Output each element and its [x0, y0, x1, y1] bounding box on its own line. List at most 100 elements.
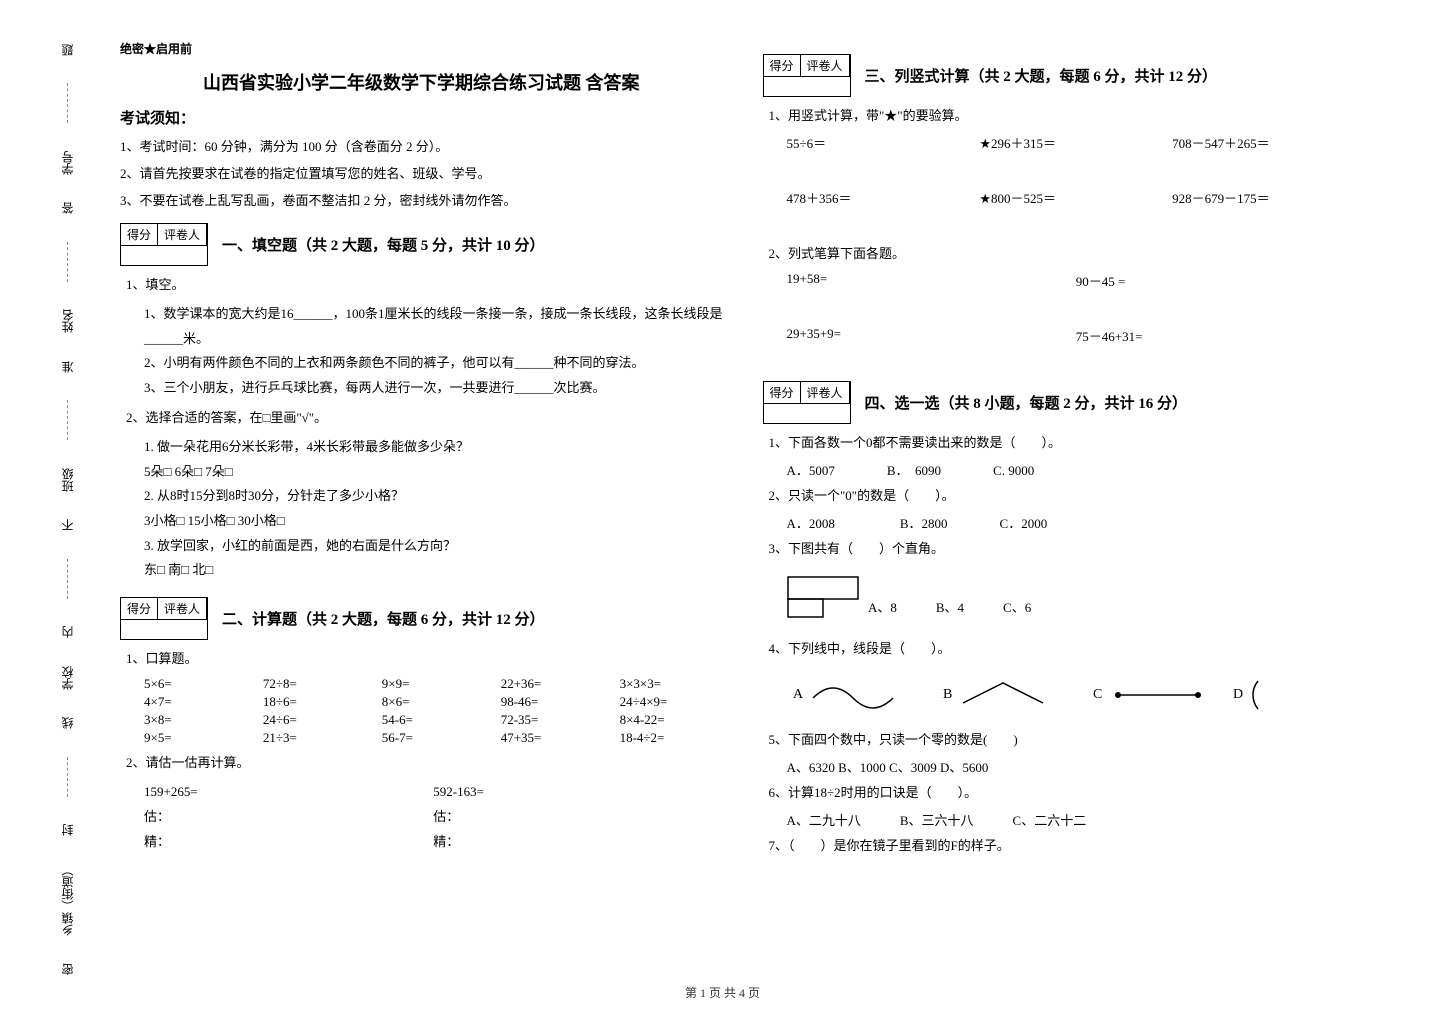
dash — [67, 559, 68, 599]
calc-cell: 708－547＋265＝ — [1172, 133, 1365, 152]
reviewer-blank — [158, 246, 207, 265]
s2-q2-row: 159+265= 592-163= — [144, 780, 723, 805]
svg-text:C: C — [1093, 687, 1102, 702]
s2-q1: 1、口算题。 — [126, 648, 723, 670]
s4-q4: 4、下列线中，线段是（ ）。 — [769, 638, 1366, 660]
score-box: 得分 评卷人 — [763, 381, 851, 424]
s4-q3-opt: A、8 B、4 C、6 — [868, 600, 1032, 615]
s4-q6: 6、计算18÷2时用的口诀是（ ）。 — [769, 782, 1366, 804]
page-container: 绝密★启用前 山西省实验小学二年级数学下学期综合练习试题 含答案 考试须知： 1… — [0, 0, 1445, 1019]
bind-item: 班级 — [59, 468, 76, 492]
calc-cell: ★296＋315＝ — [979, 133, 1172, 152]
calc-cell: 90－45 = — [1076, 271, 1365, 290]
bind-item: 内 — [59, 626, 76, 638]
svg-text:D: D — [1233, 687, 1243, 702]
calc-cell: 75－46+31= — [1076, 326, 1365, 345]
s3-row2: 478＋356＝ ★800－525＝ 928－679－175＝ — [787, 188, 1366, 207]
s4-q6-opt: A、二九十八 B、三六十八 C、二六十二 — [787, 810, 1366, 829]
s1-q2-1: 1. 做一朵花用6分米长彩带，4米长彩带最多能做多少朵？ — [144, 435, 723, 460]
reviewer-label: 评卷人 — [158, 224, 207, 246]
score-label: 得分 — [121, 224, 158, 246]
calc-cell: 8×4-22= — [620, 712, 723, 728]
bind-item: 姓名 — [59, 309, 76, 333]
s3-q2: 2、列式笔算下面各题。 — [769, 243, 1366, 265]
section2-title: 二、计算题（共 2 大题，每题 6 分，共计 12 分） — [222, 608, 545, 629]
s3-row3: 19+58= 90－45 = — [787, 271, 1366, 290]
main-title: 山西省实验小学二年级数学下学期综合练习试题 含答案 — [120, 69, 723, 95]
dash — [67, 400, 68, 440]
svg-text:A: A — [793, 687, 804, 702]
dash — [67, 242, 68, 282]
score-blank — [121, 246, 158, 265]
s1-q1-2: 2、小明有两件颜色不同的上衣和两条颜色不同的裤子，他可以有______种不同的穿… — [144, 351, 723, 376]
reviewer-label: 评卷人 — [801, 55, 850, 77]
calc-cell: 3×8= — [144, 712, 247, 728]
right-angle-shape-icon: A、8 B、4 C、6 — [783, 572, 1043, 622]
s2-q2-a: 159+265= — [144, 780, 433, 805]
bind-item: 准 — [59, 361, 76, 373]
calc-cell: 4×7= — [144, 694, 247, 710]
calc-cell: 29+35+9= — [787, 326, 1076, 345]
s4-q3: 3、下图共有（ ）个直角。 — [769, 538, 1366, 560]
reviewer-blank — [158, 620, 207, 639]
s4-q2-opt: A．2008 B．2800 C．2000 — [787, 513, 1366, 532]
calc-cell: 98-46= — [501, 694, 604, 710]
left-column: 绝密★启用前 山西省实验小学二年级数学下学期综合练习试题 含答案 考试须知： 1… — [100, 40, 743, 989]
line-options-icon: A B C D — [783, 673, 1343, 713]
calc-cell: 72-35= — [501, 712, 604, 728]
score-box: 得分 评卷人 — [120, 223, 208, 266]
score-box: 得分 评卷人 — [763, 54, 851, 97]
est-label: 估： — [144, 805, 433, 830]
score-blank — [121, 620, 158, 639]
calc-cell: 55÷6＝ — [787, 133, 980, 152]
calc-cell: 928－679－175＝ — [1172, 188, 1365, 207]
s4-q1: 1、下面各数一个0都不需要读出来的数是（ ）。 — [769, 432, 1366, 454]
bind-item: 乡镇（街道） — [59, 864, 76, 936]
calc-cell: 22+36= — [501, 676, 604, 692]
notice-title: 考试须知： — [120, 107, 723, 128]
score-blank — [764, 404, 801, 423]
calc-cell: 9×9= — [382, 676, 485, 692]
est-label: 估： — [433, 805, 722, 830]
dash — [67, 83, 68, 123]
calc-cell: 18-4÷2= — [620, 730, 723, 746]
bind-item: 学校 — [59, 666, 76, 690]
calc-cell: 9×5= — [144, 730, 247, 746]
s4-q5-opt: A、6320 B、1000 C、3009 D、5600 — [787, 757, 1366, 776]
calc-cell: ★800－525＝ — [979, 188, 1172, 207]
pre-label: 精： — [433, 830, 722, 855]
score-label: 得分 — [764, 55, 801, 77]
bind-item: 学号 — [59, 151, 76, 175]
reviewer-label: 评卷人 — [801, 382, 850, 404]
bind-item: 线 — [59, 717, 76, 729]
dash — [67, 757, 68, 797]
calc-cell: 24÷6= — [263, 712, 366, 728]
reviewer-label: 评卷人 — [158, 598, 207, 620]
bind-item: 不 — [59, 519, 76, 531]
s4-q2: 2、只读一个"0"的数是（ ）。 — [769, 485, 1366, 507]
secret-label: 绝密★启用前 — [120, 40, 723, 57]
section3-head: 得分 评卷人 三、列竖式计算（共 2 大题，每题 6 分，共计 12 分） — [763, 54, 1366, 97]
notice-item: 3、不要在试卷上乱写乱画，卷面不整洁扣 2 分，密封线外请勿作答。 — [120, 190, 723, 209]
calc-cell: 47+35= — [501, 730, 604, 746]
s1-q1: 1、填空。 — [126, 274, 723, 296]
s1-q1-3: 3、三个小朋友，进行乒乓球比赛，每两人进行一次，一共要进行______次比赛。 — [144, 376, 723, 401]
calc-grid: 5×6= 72÷8= 9×9= 22+36= 3×3×3= 4×7= 18÷6=… — [144, 676, 723, 746]
page-footer: 第 1 页 共 4 页 — [0, 984, 1445, 1001]
s1-q2-3-opt: 东□ 南□ 北□ — [144, 558, 723, 583]
s1-q2: 2、选择合适的答案，在□里画"√"。 — [126, 407, 723, 429]
reviewer-blank — [801, 404, 850, 423]
s1-q2-2-opt: 3小格□ 15小格□ 30小格□ — [144, 509, 723, 534]
section1-title: 一、填空题（共 2 大题，每题 5 分，共计 10 分） — [222, 234, 545, 255]
calc-cell: 478＋356＝ — [787, 188, 980, 207]
bind-item: 封 — [59, 824, 76, 836]
calc-cell: 72÷8= — [263, 676, 366, 692]
calc-cell: 54-6= — [382, 712, 485, 728]
s1-q1-1: 1、数学课本的宽大约是16______，100条1厘米长的线段一条接一条，接成一… — [144, 302, 723, 351]
bind-item: 密 — [59, 963, 76, 975]
s2-q2: 2、请估一估再计算。 — [126, 752, 723, 774]
bind-item: 答 — [59, 202, 76, 214]
calc-cell: 5×6= — [144, 676, 247, 692]
notice-item: 1、考试时间：60 分钟，满分为 100 分（含卷面分 2 分）。 — [120, 136, 723, 155]
svg-text:B: B — [943, 687, 952, 702]
